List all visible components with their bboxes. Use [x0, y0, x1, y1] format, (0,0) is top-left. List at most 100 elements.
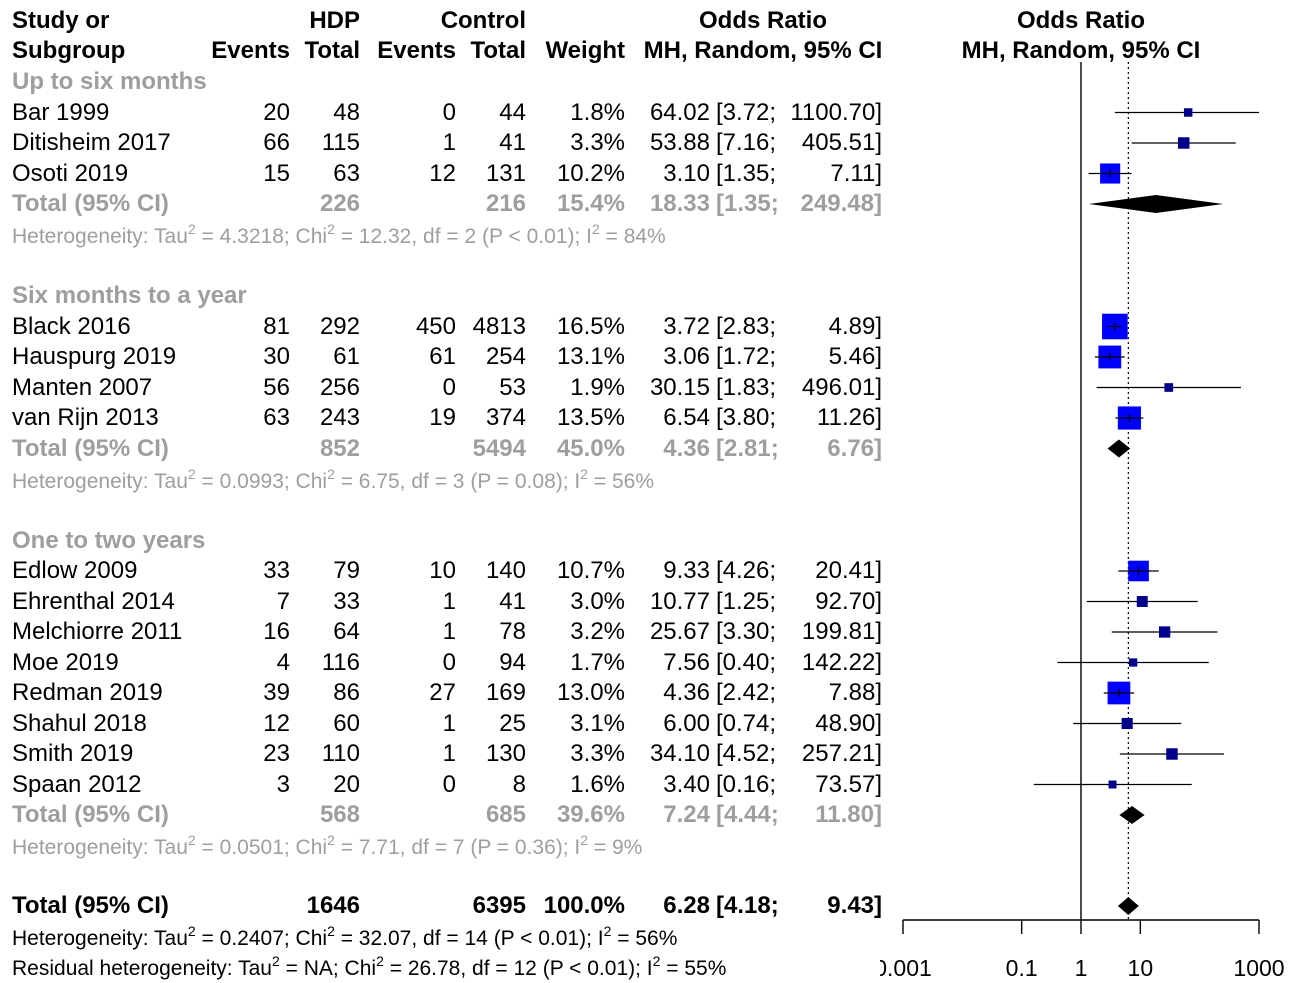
events-control: 1 [442, 587, 456, 615]
study-name: Osoti 2019 [12, 159, 129, 187]
overall-total-hdp: 1646 [306, 892, 360, 919]
subgroup-total-ci-upper: 6.76] [827, 434, 882, 462]
total-hdp: 115 [321, 129, 360, 156]
x-tick-label: 0.1 [1006, 955, 1038, 981]
events-hdp: 3 [276, 770, 290, 798]
total-control: 374 [485, 404, 526, 431]
study-effect-box [1108, 780, 1117, 789]
header-hdp: HDP [309, 7, 360, 34]
x-tick-label: 1 [1075, 955, 1088, 981]
het-value: 14 [464, 927, 488, 950]
header-or-line1: Odds Ratio [698, 7, 827, 34]
het-value: (P < 0.01) [542, 957, 636, 980]
ci-lower: [0.40; [716, 648, 777, 676]
study-effect-box [1178, 137, 1190, 149]
events-control: 1 [442, 709, 456, 737]
overall-total-control: 6395 [472, 892, 526, 919]
odds-ratio: 7.56 [663, 648, 710, 676]
odds-ratio: 6.00 [663, 709, 710, 737]
events-hdp: 81 [263, 312, 290, 340]
ci-lower: [7.16; [716, 129, 777, 156]
header-total-control: Total [470, 37, 526, 64]
events-control: 450 [415, 312, 456, 340]
subgroup-total-weight: 45.0% [556, 434, 625, 462]
het-value: 12 [513, 957, 537, 980]
events-hdp: 23 [263, 740, 290, 767]
subgroup-total-ci-lower: [4.44; [716, 801, 779, 828]
study-name: Ditisheim 2017 [12, 129, 171, 156]
events-hdp: 15 [263, 159, 290, 187]
weight: 3.2% [570, 618, 625, 645]
het-value: (P = 0.36) [470, 836, 563, 859]
het-value: (P = 0.08) [470, 469, 563, 493]
subgroup-total-label: Total (95% CI) [12, 801, 169, 828]
ci-lower: [0.74; [716, 709, 777, 737]
ci-lower: [0.16; [716, 770, 777, 798]
het-value: 4.3218 [219, 225, 284, 248]
het-value: 26.78 [407, 957, 461, 980]
events-hdp: 12 [263, 709, 290, 737]
events-control: 0 [442, 770, 456, 798]
subgroup-total-weight: 15.4% [556, 190, 625, 217]
ci-upper: 257.21] [801, 740, 882, 767]
events-hdp: 63 [263, 404, 290, 431]
subgroup-total-control: 5494 [472, 434, 526, 462]
study-name: Smith 2019 [12, 740, 134, 767]
header-study-line2: Subgroup [12, 37, 126, 64]
residual-heterogeneity: Residual heterogeneity: Tau2 = NA; Chi2 … [12, 953, 727, 980]
header-study-line1: Study or [12, 7, 110, 34]
overall-total-weight: 100.0% [543, 892, 625, 919]
ci-upper: 496.01] [801, 373, 882, 401]
total-control: 41 [499, 129, 526, 156]
events-control: 0 [442, 373, 456, 401]
plot-header-line1: Odds Ratio [1016, 7, 1145, 34]
het-value: 3 [452, 469, 465, 493]
total-hdp: 61 [333, 343, 360, 370]
subgroup-total-or: 18.33 [649, 190, 710, 217]
subgroup-label: Up to six months [12, 68, 207, 95]
ci-lower: [3.80; [716, 404, 777, 431]
events-control: 0 [442, 648, 456, 676]
subgroup-total-ci-upper: 11.80] [815, 801, 882, 828]
overall-total-label: Total (95% CI) [12, 892, 169, 919]
study-name: Black 2016 [12, 312, 131, 340]
subgroup-total-label: Total (95% CI) [12, 190, 169, 217]
header-weight: Weight [545, 37, 625, 64]
events-hdp: 56 [263, 373, 290, 401]
ci-lower: [4.26; [716, 557, 777, 584]
total-hdp: 256 [319, 373, 360, 401]
ci-lower: [3.30; [716, 618, 777, 645]
forest-plot: 0.001 0.1 1 10 1000 [880, 62, 1285, 981]
study-effect-box [1166, 748, 1178, 760]
study-name: van Rijn 2013 [12, 404, 159, 431]
het-value: 55% [684, 957, 727, 980]
study-effect-box [1158, 626, 1171, 638]
forest-table: Study or Subgroup HDP Control Events Total Eve… [12, 7, 1200, 980]
total-control: 169 [485, 679, 526, 706]
header-events-hdp: Events [211, 37, 290, 64]
het-value: (P < 0.01) [493, 927, 587, 950]
het-value: 0.0993 [219, 469, 284, 493]
odds-ratio: 6.54 [663, 404, 710, 431]
x-tick-label: 0.001 [880, 955, 932, 981]
total-hdp: 64 [333, 618, 360, 645]
study-effect-box [1129, 658, 1138, 667]
ci-lower: [1.25; [716, 587, 777, 615]
total-hdp: 292 [319, 312, 360, 340]
ci-upper: 405.51] [801, 129, 882, 156]
odds-ratio: 53.88 [649, 129, 710, 156]
het-value: 6.75 [358, 469, 400, 493]
weight: 3.0% [570, 587, 625, 615]
header-total-hdp: Total [304, 37, 360, 64]
total-hdp: 86 [333, 679, 360, 706]
ci-upper: 48.90] [815, 709, 882, 737]
weight: 1.6% [570, 770, 625, 798]
subgroup-total-hdp: 568 [319, 801, 360, 828]
overall-diamond [1117, 897, 1139, 915]
subgroup-total-control: 216 [485, 190, 526, 217]
total-control: 254 [485, 343, 526, 370]
events-hdp: 30 [263, 343, 290, 370]
het-value: 0.2407 [219, 927, 284, 950]
weight: 1.7% [570, 648, 625, 676]
ci-lower: [2.42; [716, 679, 777, 706]
